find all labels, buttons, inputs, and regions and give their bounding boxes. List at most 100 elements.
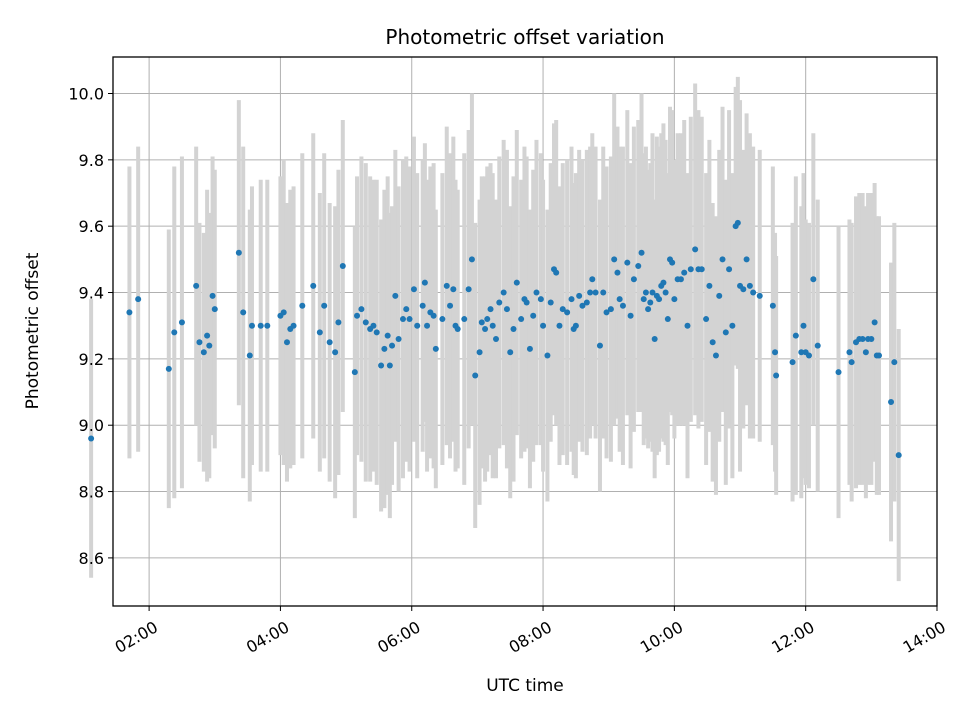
data-point — [410, 286, 417, 293]
data-point — [484, 316, 491, 323]
data-point — [386, 362, 393, 369]
data-point — [503, 306, 510, 313]
data-point — [559, 306, 566, 313]
data-point — [600, 289, 607, 296]
data-point — [848, 359, 855, 366]
data-point — [603, 309, 610, 316]
data-point — [876, 352, 883, 359]
data-point — [351, 369, 358, 376]
data-point — [392, 292, 399, 299]
data-point — [204, 332, 211, 339]
data-point — [709, 339, 716, 346]
data-point — [656, 296, 663, 303]
data-point — [596, 342, 603, 349]
data-point — [430, 312, 437, 319]
data-point — [664, 316, 671, 323]
data-point — [354, 312, 361, 319]
data-point — [384, 332, 391, 339]
data-point — [703, 316, 710, 323]
data-point — [537, 296, 544, 303]
data-point — [589, 276, 596, 283]
data-point — [891, 359, 898, 366]
data-point — [135, 296, 142, 303]
data-point — [211, 306, 218, 313]
data-point — [572, 322, 579, 329]
y-tick-label: 10.0 — [68, 84, 104, 103]
data-point — [264, 322, 271, 329]
data-point — [798, 349, 805, 356]
data-point — [750, 289, 757, 296]
data-point — [810, 276, 817, 283]
data-point — [335, 319, 342, 326]
data-point — [358, 306, 365, 313]
data-point — [547, 299, 554, 306]
data-point — [681, 269, 688, 276]
data-point — [587, 289, 594, 296]
data-point — [616, 296, 623, 303]
data-point — [513, 279, 520, 286]
data-point — [662, 289, 669, 296]
y-tick-label: 9.4 — [79, 284, 104, 303]
y-axis-title: Photometric offset — [23, 252, 43, 409]
data-point — [389, 342, 396, 349]
data-point — [406, 316, 413, 323]
data-point — [257, 322, 264, 329]
data-point — [500, 289, 507, 296]
data-point — [868, 335, 875, 342]
data-point — [638, 249, 645, 256]
data-point — [888, 398, 895, 405]
y-tick-label: 9.6 — [79, 217, 104, 236]
data-point — [321, 302, 328, 309]
data-point — [478, 319, 485, 326]
data-point — [642, 289, 649, 296]
data-point — [510, 326, 517, 333]
data-point — [299, 302, 306, 309]
data-point — [814, 342, 821, 349]
data-point — [439, 316, 446, 323]
data-point — [706, 282, 713, 289]
data-point — [332, 349, 339, 356]
data-point — [126, 309, 133, 316]
data-point — [165, 365, 172, 372]
data-point — [789, 359, 796, 366]
data-point — [669, 259, 676, 266]
data-point — [647, 299, 654, 306]
plot-frame — [112, 56, 938, 607]
data-point — [592, 289, 599, 296]
data-point — [740, 286, 747, 293]
data-point — [403, 306, 410, 313]
data-point — [465, 286, 472, 293]
data-point — [635, 262, 642, 269]
data-point — [649, 289, 656, 296]
data-point — [645, 306, 652, 313]
data-point — [835, 369, 842, 376]
data-point — [607, 306, 614, 313]
data-point — [193, 282, 200, 289]
data-point — [523, 299, 530, 306]
data-point — [468, 256, 475, 263]
data-point — [895, 452, 902, 459]
y-tick-label: 9.0 — [79, 416, 104, 435]
data-point — [583, 299, 590, 306]
data-point — [310, 282, 317, 289]
data-point — [726, 266, 733, 273]
y-axis: 8.6 8.8 9.0 9.2 9.4 9.6 9.8 10.0 — [68, 84, 113, 568]
data-point — [772, 349, 779, 356]
data-point — [568, 296, 575, 303]
data-point — [88, 435, 95, 442]
data-point — [487, 306, 494, 313]
data-point — [362, 319, 369, 326]
data-point — [178, 319, 185, 326]
data-point — [489, 322, 496, 329]
data-point — [871, 319, 878, 326]
data-point — [846, 349, 853, 356]
data-point — [651, 335, 658, 342]
data-point — [611, 256, 618, 263]
data-point — [326, 339, 333, 346]
y-tick-label: 9.8 — [79, 151, 104, 170]
data-point — [290, 322, 297, 329]
data-point — [712, 352, 719, 359]
data-point — [454, 326, 461, 333]
data-point — [684, 322, 691, 329]
data-point — [493, 335, 500, 342]
